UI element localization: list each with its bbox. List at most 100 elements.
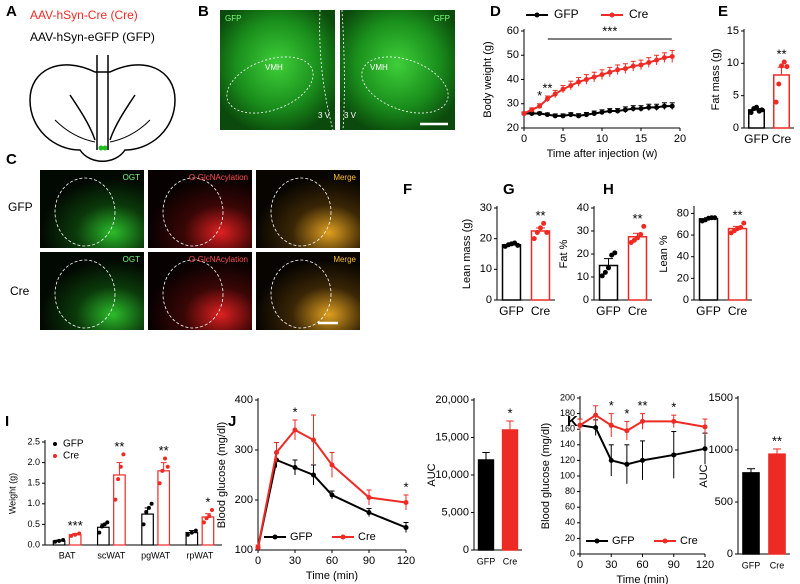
data-point xyxy=(622,66,628,72)
data-point xyxy=(654,104,660,110)
data-point xyxy=(61,538,66,543)
significance: ** xyxy=(637,398,647,413)
data-point xyxy=(630,63,636,69)
y-tick-label: 60 xyxy=(507,25,519,37)
panel-letter: J xyxy=(228,413,236,430)
y-axis-label: Fat mass (g) xyxy=(710,49,722,111)
data-point xyxy=(560,113,566,119)
y-tick-label: 10 xyxy=(480,263,492,275)
region-label: VMH xyxy=(265,63,283,72)
micrograph xyxy=(148,252,252,330)
y-tick-label: 0 xyxy=(570,548,575,558)
data-point xyxy=(311,472,316,478)
data-point xyxy=(113,497,118,502)
y-tick-label: 0 xyxy=(733,122,739,134)
significance: ** xyxy=(772,433,782,448)
x-tick-label: Cre xyxy=(628,304,648,318)
panel-letter: E xyxy=(718,3,728,20)
data-point xyxy=(638,231,644,237)
x-tick-label: 0 xyxy=(577,559,583,571)
data-point xyxy=(165,464,170,469)
x-tick-label: BAT xyxy=(59,550,76,560)
bar xyxy=(698,218,719,301)
data-point xyxy=(779,63,784,69)
y-tick-label: 120 xyxy=(560,455,575,465)
data-point xyxy=(646,60,652,66)
data-point xyxy=(568,112,574,118)
x-tick-label: GFP xyxy=(744,132,769,146)
data-point xyxy=(577,422,583,428)
y-tick-label: 140 xyxy=(560,439,575,449)
data-point xyxy=(612,250,618,256)
bar xyxy=(627,236,648,301)
significance: ** xyxy=(114,439,124,454)
data-point xyxy=(97,530,102,535)
y-tick-label: 0 xyxy=(463,544,469,556)
x-tick-label: 10 xyxy=(596,133,608,145)
micrograph xyxy=(40,252,144,330)
channel-label: OGT xyxy=(123,255,140,264)
y-tick-label: 30 xyxy=(577,225,589,237)
y-tick-label: 40 xyxy=(565,517,575,527)
y-tick-label: 0.0 xyxy=(27,539,40,549)
data-point xyxy=(255,545,261,550)
data-point xyxy=(544,230,550,236)
data-point xyxy=(593,425,599,431)
data-point xyxy=(591,110,597,116)
data-point xyxy=(630,106,636,112)
vector-label: AAV-hSyn-eGFP (GFP) xyxy=(30,30,155,44)
data-point xyxy=(576,113,582,119)
data-point xyxy=(515,242,521,248)
data-point xyxy=(141,522,146,527)
y-tick-label: 0.5 xyxy=(27,519,40,529)
series-line xyxy=(257,428,407,548)
data-point xyxy=(207,514,212,519)
y-tick-label: 5,000 xyxy=(441,506,469,518)
data-point xyxy=(534,230,540,236)
y-tick-label: 1500 xyxy=(709,392,733,404)
bar xyxy=(727,227,748,301)
data-point xyxy=(185,532,190,537)
data-point xyxy=(591,74,597,80)
data-point xyxy=(784,64,790,70)
significance: * xyxy=(624,406,629,421)
y-tick-label: 500 xyxy=(715,496,733,508)
data-point xyxy=(702,446,708,452)
significance: * xyxy=(507,405,512,420)
data-point xyxy=(654,57,660,63)
channel-label: O-GlcNAcylation xyxy=(189,173,248,182)
significance: ** xyxy=(535,208,545,223)
significance: * xyxy=(537,88,542,103)
y-tick-label: 0 xyxy=(583,294,589,306)
micrograph xyxy=(220,10,335,130)
data-point xyxy=(776,81,782,87)
data-point xyxy=(538,225,543,231)
legend-marker xyxy=(534,12,540,18)
y-tick-label: 1.0 xyxy=(27,498,40,508)
data-point xyxy=(121,452,126,457)
micrograph xyxy=(256,252,360,330)
y-tick-label: 2.5 xyxy=(27,436,40,446)
data-point xyxy=(615,108,621,114)
panel-letter: A xyxy=(6,3,17,20)
data-point xyxy=(748,109,754,115)
channel-label: Merge xyxy=(333,255,356,264)
data-point xyxy=(568,83,574,89)
significance: * xyxy=(292,404,297,419)
y-axis-label: AUC xyxy=(698,464,710,487)
y-tick-label: 2.0 xyxy=(27,457,40,467)
data-point xyxy=(160,468,165,473)
channel-label: GFP xyxy=(225,14,241,23)
y-tick-label: 40 xyxy=(507,73,519,85)
channel-label: GFP xyxy=(434,14,450,23)
y-tick-label: 60 xyxy=(565,502,575,512)
legend-marker xyxy=(594,538,600,544)
data-point xyxy=(773,99,779,105)
y-tick-label: 20 xyxy=(565,533,575,543)
data-point xyxy=(606,265,611,271)
legend-label: GFP xyxy=(63,439,84,450)
data-point xyxy=(671,452,677,458)
region-outline xyxy=(270,177,332,247)
micrograph xyxy=(148,170,252,248)
data-point xyxy=(599,109,605,115)
